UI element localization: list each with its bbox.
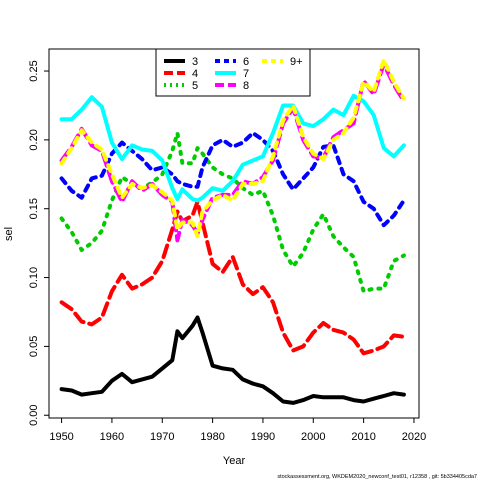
series-line-6 — [59, 131, 406, 228]
legend-label-9plus: 9+ — [290, 56, 303, 68]
legend-label-4: 4 — [192, 68, 198, 80]
series-line-7 — [59, 93, 406, 203]
x-tick-label: 2020 — [402, 431, 426, 443]
legend-label-7: 7 — [243, 68, 249, 80]
y-tick-label: 0.20 — [28, 129, 40, 150]
legend-label-6: 6 — [243, 56, 249, 68]
x-tick-label: 1960 — [100, 431, 124, 443]
x-tick-label: 1970 — [150, 431, 174, 443]
y-axis-title: sel — [3, 227, 15, 241]
x-tick-label: 2010 — [351, 431, 375, 443]
y-tick-label: 0.15 — [28, 198, 40, 219]
y-tick-label: 0.10 — [28, 267, 40, 288]
legend-label-8: 8 — [243, 80, 249, 92]
x-axis: 1950 1960 1970 1980 1990 2000 2010 2020 — [49, 418, 426, 443]
x-tick-label: 1950 — [49, 431, 73, 443]
x-tick-label: 1980 — [200, 431, 224, 443]
y-tick-label: 0.25 — [28, 60, 40, 81]
series-line-4 — [59, 199, 406, 356]
footnote: stockassessment.org, WKDEM2020_newconf_t… — [277, 474, 477, 480]
series-line-9plus — [59, 58, 406, 239]
x-axis-title: Year — [223, 455, 246, 467]
legend-label-3: 3 — [192, 56, 198, 68]
series-line-5 — [59, 131, 406, 294]
y-tick-label: 0.00 — [28, 404, 40, 425]
x-tick-label: 2000 — [301, 431, 325, 443]
legend-label-5: 5 — [192, 80, 198, 92]
y-tick-label: 0.05 — [28, 336, 40, 357]
legend: 345 678 9+ — [155, 48, 311, 97]
y-axis: 0.00 0.05 0.10 0.15 0.20 0.25 — [28, 60, 49, 426]
series-layer — [59, 58, 406, 405]
x-tick-label: 1990 — [251, 431, 275, 443]
series-line-3 — [59, 315, 406, 405]
